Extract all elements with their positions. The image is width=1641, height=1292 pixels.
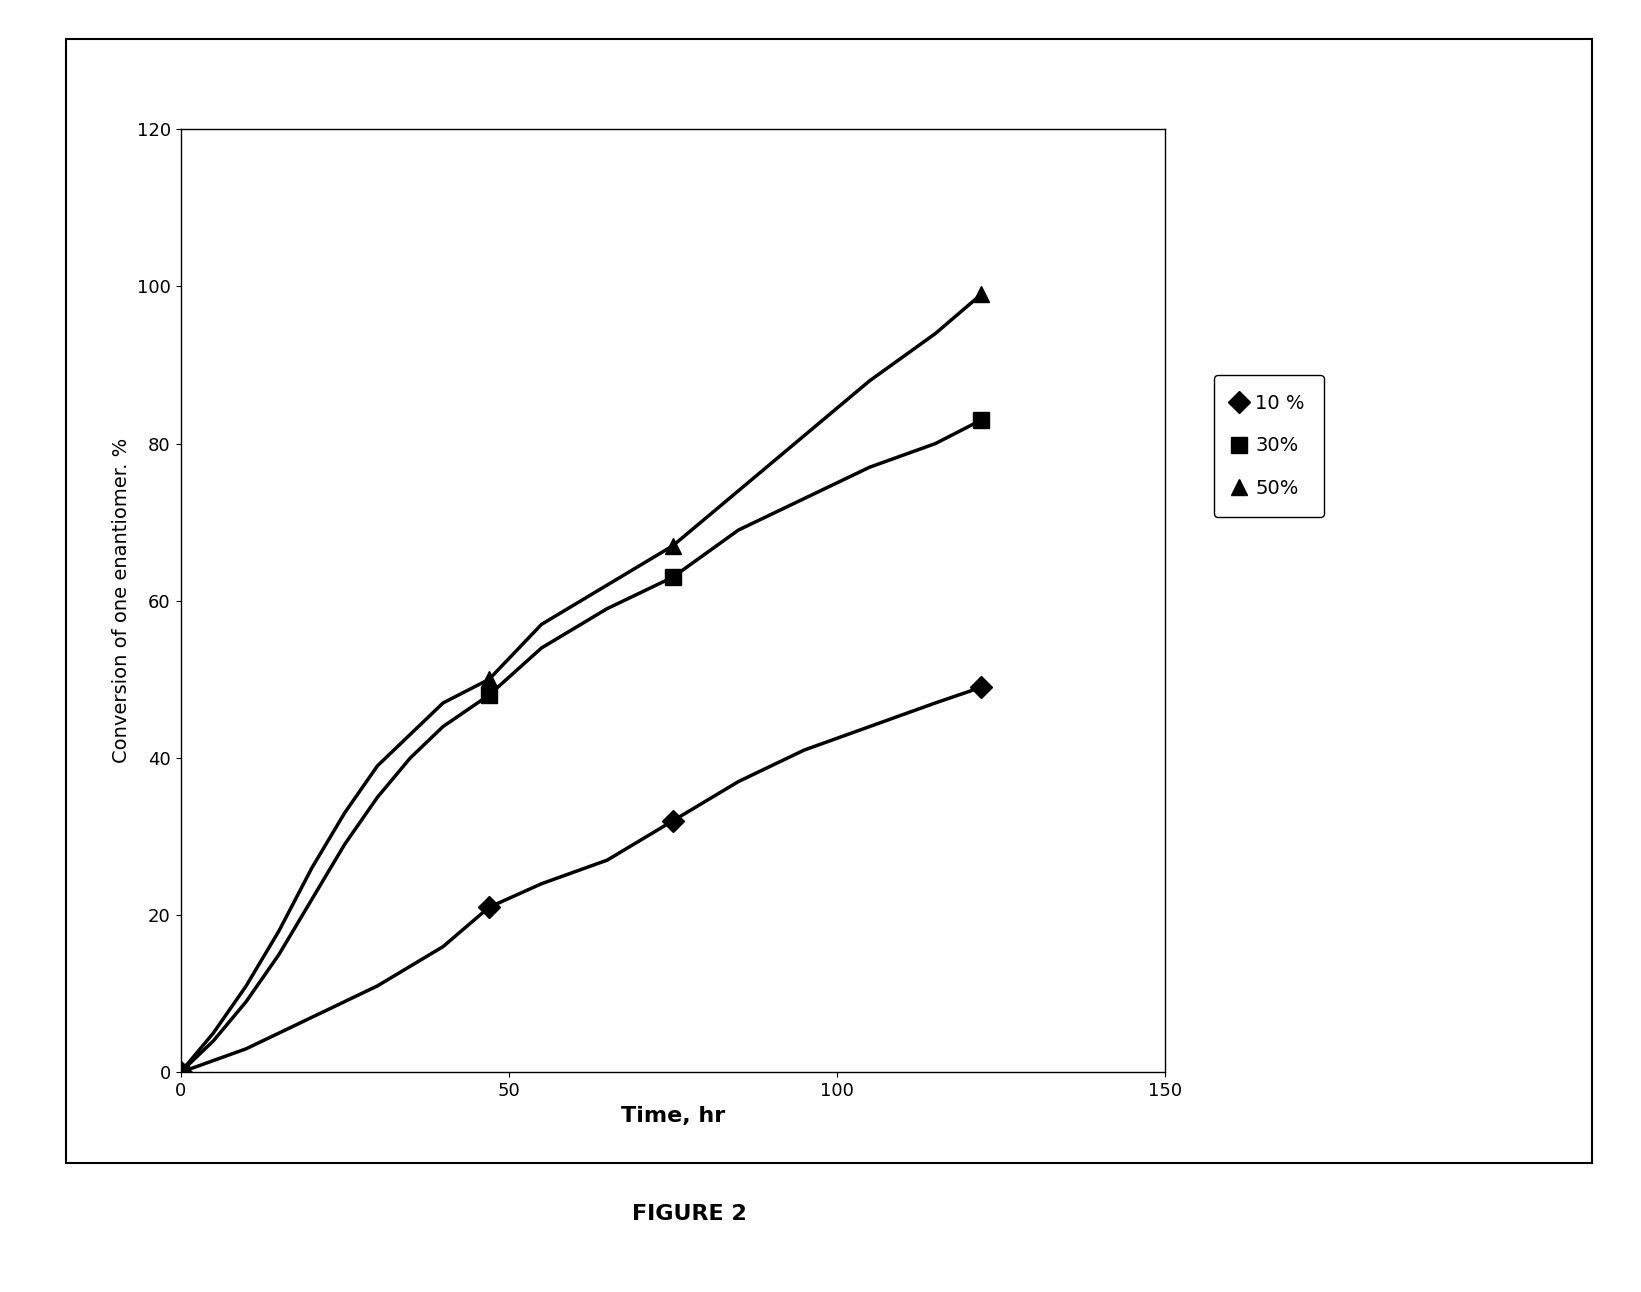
Line: 10 %: 10 % <box>172 680 990 1080</box>
50% <box>971 287 991 302</box>
Y-axis label: Conversion of one enantiomer. %: Conversion of one enantiomer. % <box>112 438 131 764</box>
30% <box>171 1065 190 1080</box>
Legend: 10 %, 30%, 50%: 10 %, 30%, 50% <box>1214 375 1324 517</box>
10 % <box>479 899 499 915</box>
30% <box>479 687 499 703</box>
Line: 30%: 30% <box>172 412 990 1080</box>
10 % <box>971 680 991 695</box>
10 % <box>171 1065 190 1080</box>
Text: FIGURE 2: FIGURE 2 <box>632 1204 747 1225</box>
30% <box>663 570 683 585</box>
50% <box>663 537 683 553</box>
50% <box>479 672 499 687</box>
10 % <box>663 813 683 828</box>
X-axis label: Time, hr: Time, hr <box>620 1106 725 1125</box>
50% <box>171 1065 190 1080</box>
Line: 50%: 50% <box>172 287 990 1080</box>
30% <box>971 412 991 428</box>
